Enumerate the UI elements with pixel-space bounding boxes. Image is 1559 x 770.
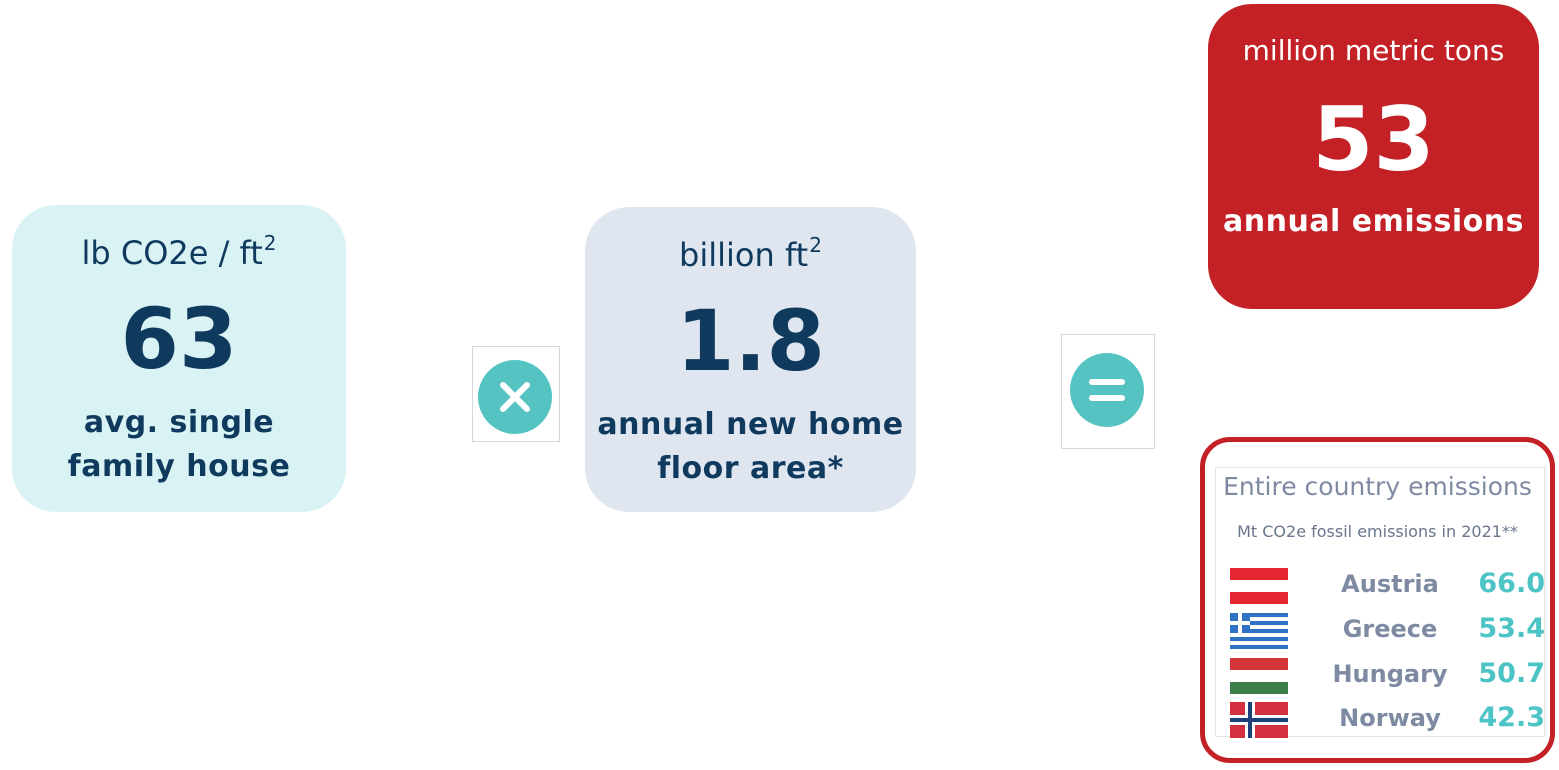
country-value: 42.3 <box>1478 702 1545 733</box>
avg-house-card: lb CO2e / ft2 63 avg. single family hous… <box>12 205 346 512</box>
country-table-frame <box>1215 467 1545 737</box>
area-unit: billion ft2 <box>585 233 916 274</box>
result-description: annual emissions <box>1223 204 1524 239</box>
equals-operator <box>1061 334 1155 449</box>
country-name: Hungary <box>1332 660 1448 688</box>
austria-flag-icon <box>1230 568 1288 604</box>
area-value: 1.8 <box>676 292 825 390</box>
area-description: annual new home floor area* <box>585 403 916 491</box>
country-title: Entire country emissions <box>1223 472 1532 501</box>
country-emissions-box: Entire country emissions Mt CO2e fossil … <box>1200 437 1555 763</box>
house-unit-sup: 2 <box>263 231 277 255</box>
country-row: Austria 66.0 <box>1205 568 1550 606</box>
result-unit: million metric tons <box>1242 34 1505 67</box>
country-name: Austria <box>1341 570 1439 598</box>
house-unit-text: lb CO2e / ft <box>81 234 263 272</box>
area-unit-text: billion ft <box>679 236 809 274</box>
annual-emissions-card: million metric tons 53 annual emissions <box>1208 4 1539 309</box>
norway-flag-icon <box>1230 702 1288 738</box>
result-value: 53 <box>1312 88 1435 191</box>
country-row: Hungary 50.7 <box>1205 658 1550 696</box>
area-desc-line1: annual new home <box>597 407 904 442</box>
multiply-icon <box>478 360 552 434</box>
country-name: Norway <box>1339 704 1441 732</box>
area-desc-line2: floor area* <box>657 451 844 486</box>
floor-area-card: billion ft2 1.8 annual new home floor ar… <box>585 207 916 512</box>
multiply-operator <box>472 346 560 442</box>
house-desc-line2: family house <box>67 449 291 484</box>
house-value: 63 <box>120 290 238 388</box>
country-value: 50.7 <box>1478 658 1545 689</box>
area-unit-sup: 2 <box>809 233 822 257</box>
greece-flag-icon <box>1230 613 1288 649</box>
house-desc-line1: avg. single <box>83 405 275 440</box>
country-name: Greece <box>1342 615 1438 643</box>
country-value: 66.0 <box>1478 568 1545 599</box>
country-row: Norway 42.3 <box>1205 702 1550 740</box>
house-unit: lb CO2e / ft2 <box>12 231 346 272</box>
country-row: Greece 53.4 <box>1205 613 1550 651</box>
equals-icon <box>1070 353 1144 427</box>
country-subtitle: Mt CO2e fossil emissions in 2021** <box>1237 522 1518 541</box>
hungary-flag-icon <box>1230 658 1288 694</box>
country-value: 53.4 <box>1478 613 1545 644</box>
house-description: avg. single family house <box>12 401 346 489</box>
